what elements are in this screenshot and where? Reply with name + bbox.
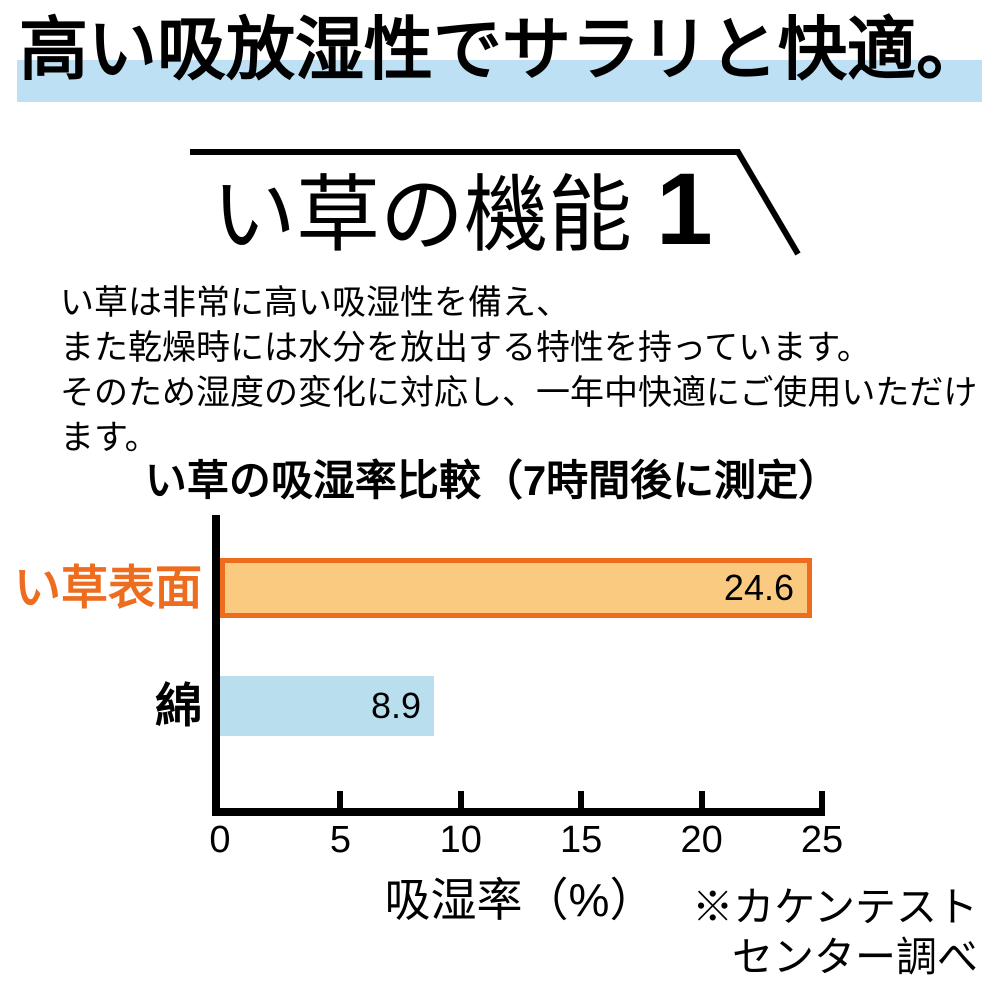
source-note-line: ※カケンテスト: [692, 884, 978, 930]
axis-tick-label: 10: [439, 819, 482, 861]
description-line: い草は非常に高い吸湿性を備え、: [60, 284, 570, 322]
function-title-text: い草の機能: [212, 168, 633, 262]
bar-igusa: 24.6: [220, 558, 812, 618]
bar-value-cotton: 8.9: [370, 685, 421, 726]
axis-tick: [457, 791, 464, 808]
bar-cotton: 8.9: [220, 676, 434, 736]
axis-tick: [819, 791, 825, 808]
category-label-igusa: い草表面: [14, 561, 202, 614]
main-heading: 高い吸放湿性でサラリと快適。: [19, 11, 985, 88]
axis-tick-label: 0: [209, 819, 231, 861]
category-label-cotton: 綿: [155, 679, 202, 732]
axis-tick-label: 20: [680, 819, 723, 861]
x-axis-line: [212, 808, 825, 816]
function-title-rule: [190, 149, 801, 256]
chart-title: い草の吸湿率比較（7時間後に測定）: [144, 457, 841, 504]
heading-highlight-band: [17, 60, 982, 102]
source-note: ※カケンテスト センター調べ: [692, 882, 978, 982]
axis-tick: [578, 791, 585, 808]
axis-tick: [337, 791, 344, 808]
description: い草は非常に高い吸湿性を備え、 また乾燥時には水分を放出する特性を持っています。…: [60, 281, 1000, 461]
function-title: い草の機能 1: [212, 153, 713, 271]
axis-tick-label: 5: [329, 819, 351, 861]
y-axis-line: [212, 515, 220, 816]
source-note-line: センター調べ: [732, 934, 978, 980]
bar-value-igusa: 24.6: [723, 567, 794, 608]
axis-tick-label: 25: [800, 819, 844, 861]
axis-tick-label: 15: [560, 819, 603, 861]
description-line: また乾燥時には水分を放出する特性を持っています。: [60, 329, 871, 367]
axis-tick: [698, 791, 705, 808]
function-title-number: 1: [656, 152, 713, 266]
x-axis-label: 吸湿率（%）: [384, 874, 656, 926]
description-line: そのため湿度の変化に対応し、一年中快適にご使用いただけます。: [60, 374, 978, 457]
